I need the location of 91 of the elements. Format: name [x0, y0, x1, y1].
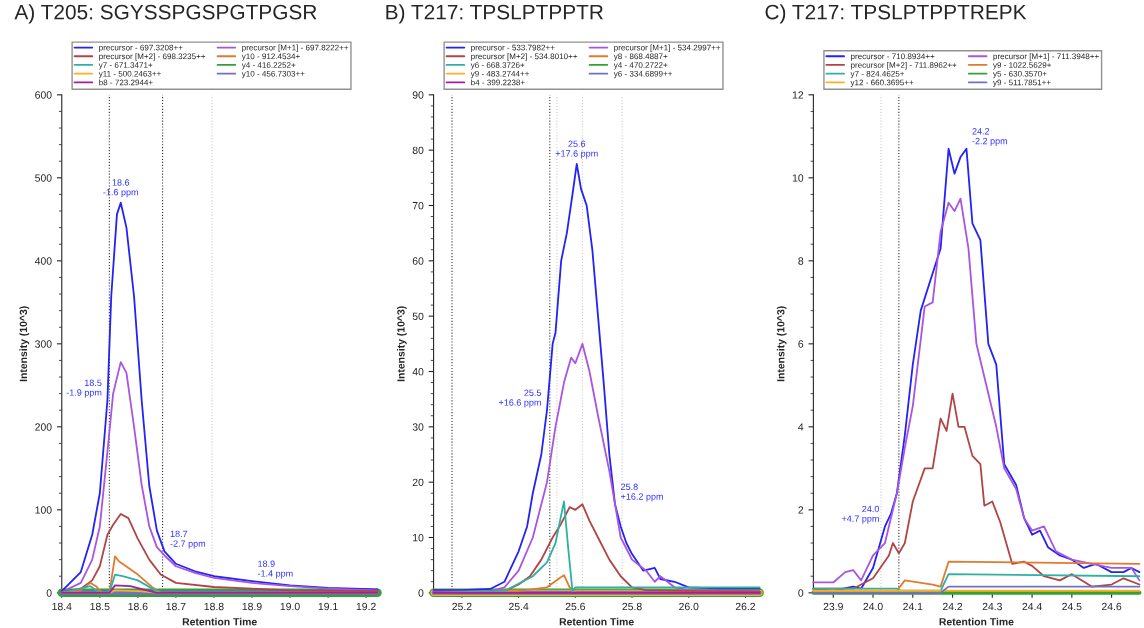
x-tick-label: 19.0	[280, 602, 300, 611]
y-tick-label: 100	[35, 506, 52, 514]
legend-label: b8 - 723.2944+	[99, 79, 153, 86]
legend-label: y4 - 470.2722+	[613, 62, 668, 70]
legend-label: y10 - 912.4534+	[241, 53, 300, 61]
legend-label: y7 - 824.4625+	[850, 70, 905, 79]
x-tick-label: 24.1	[903, 602, 923, 611]
x-tick-label: 18.9	[242, 602, 262, 611]
y-axis-title: Intensity (10^3)	[397, 306, 407, 382]
legend-label: y9 - 511.7851++	[992, 79, 1051, 87]
legend-label: y8 - 868.4887+	[613, 53, 668, 61]
x-tick-label: 19.1	[318, 602, 338, 611]
y-tick-label: 500	[35, 174, 52, 182]
legend-label: precursor - 697.3208++	[99, 44, 183, 53]
legend-label: y5 - 630.3570+	[992, 70, 1047, 79]
legend-label: precursor [M+2] - 698.3235++	[99, 53, 206, 61]
y-tick-label: 6	[798, 340, 804, 348]
x-tick-label: 18.8	[204, 602, 224, 611]
legend-label: y9 - 483.2744++	[470, 70, 529, 79]
annotation: 18.7 -2.7 ppm	[170, 530, 206, 549]
y-tick-label: 0	[418, 589, 424, 597]
annotation: 24.2 -2.2 ppm	[972, 128, 1008, 146]
y-axis-title: Intensity (10^3)	[19, 306, 30, 382]
y-tick-label: 200	[35, 423, 52, 431]
x-axis-title: Retention Time	[182, 617, 257, 626]
legend-label: precursor [M+1] - 711.3948++	[993, 53, 1099, 61]
annotation: 18.9 -1.4 ppm	[257, 560, 293, 579]
y-tick-label: 70	[412, 202, 424, 210]
x-tick-label: 24.4	[1022, 602, 1042, 611]
y-tick-label: 300	[35, 340, 52, 348]
y-tick-label: 20	[412, 478, 424, 487]
annotation: 25.6 +17.6 ppm	[555, 140, 598, 159]
legend-label: b4 - 399.2238+	[471, 79, 525, 86]
chart-title: A) T205: SGYSSPGSPGTPGSR	[14, 4, 317, 24]
y-axis-title: Intensity (10^3)	[776, 306, 787, 382]
annotation: 25.8 +16.2 ppm	[621, 483, 663, 502]
y-tick-label: 4	[798, 423, 804, 431]
annotation: 18.6 -1.6 ppm	[103, 179, 138, 198]
y-tick-label: 600	[35, 91, 52, 99]
x-tick-label: 18.7	[166, 602, 186, 611]
y-tick-label: 10	[413, 534, 424, 542]
x-tick-label: 26.2	[735, 602, 756, 611]
y-tick-label: 12	[792, 91, 804, 99]
legend-label: precursor [M+2] - 534.8010++	[471, 53, 578, 61]
x-tick-label: 24.2	[942, 602, 963, 611]
annotation: 18.5 -1.9 ppm	[66, 379, 102, 398]
x-tick-label: 19.2	[356, 602, 376, 611]
legend-label: precursor [M+2] - 711.8962++	[851, 61, 957, 70]
x-tick-label: 24.0	[863, 602, 883, 611]
y-tick-label: 90	[412, 91, 424, 99]
chart-title: B) T217: TPSLPTPPTR	[386, 4, 603, 24]
y-tick-label: 50	[412, 312, 424, 321]
x-tick-label: 18.6	[128, 602, 148, 611]
y-tick-label: 30	[412, 423, 424, 431]
annotation: 25.5 +16.6 ppm	[498, 389, 542, 408]
y-tick-label: 10	[792, 174, 804, 182]
x-axis-title: Retention Time	[939, 617, 1014, 626]
legend-label: precursor [M+1] - 534.2997++	[614, 44, 721, 53]
y-tick-label: 60	[412, 257, 424, 265]
legend-label: y11 - 500.2463++	[98, 70, 161, 79]
x-tick-label: 25.4	[509, 602, 529, 611]
y-tick-label: 0	[798, 589, 804, 597]
x-tick-label: 24.6	[1101, 602, 1122, 611]
legend-label: y4 - 416.2252+	[241, 62, 296, 70]
y-tick-label: 8	[798, 257, 804, 265]
chart-title: C) T217: TPSLPTPPTREPK	[765, 4, 1027, 24]
legend-label: y6 - 334.6899++	[613, 70, 673, 79]
legend-label: y12 - 660.3695++	[850, 79, 914, 87]
legend-label: precursor [M+1] - 697.8222++	[242, 44, 349, 53]
y-tick-label: 2	[798, 506, 804, 514]
legend-label: y6 - 668.3726+	[470, 62, 525, 70]
x-tick-label: 18.5	[90, 602, 110, 611]
legend-label: y10 - 456.7303++	[241, 70, 305, 79]
x-tick-label: 24.5	[1062, 602, 1082, 611]
x-tick-label: 25.2	[452, 602, 472, 611]
legend-label: precursor - 533.7982++	[471, 44, 555, 53]
x-tick-label: 18.4	[52, 602, 72, 611]
y-tick-label: 80	[412, 146, 424, 155]
y-tick-label: 0	[46, 589, 52, 597]
x-tick-label: 25.8	[622, 602, 642, 611]
legend-label: y9 - 1022.5629+	[992, 62, 1052, 70]
x-tick-label: 25.6	[565, 602, 586, 611]
y-tick-label: 40	[412, 368, 424, 376]
x-axis-title: Retention Time	[559, 617, 634, 626]
legend-label: precursor - 710.8934++	[851, 53, 935, 61]
annotation: 24.0 +4.7 ppm	[841, 505, 880, 524]
legend-label: y7 - 671.3471+	[98, 62, 153, 70]
x-tick-label: 23.9	[823, 602, 843, 611]
x-tick-label: 24.3	[982, 602, 1002, 611]
y-tick-label: 400	[34, 257, 52, 265]
x-tick-label: 26.0	[679, 602, 699, 611]
